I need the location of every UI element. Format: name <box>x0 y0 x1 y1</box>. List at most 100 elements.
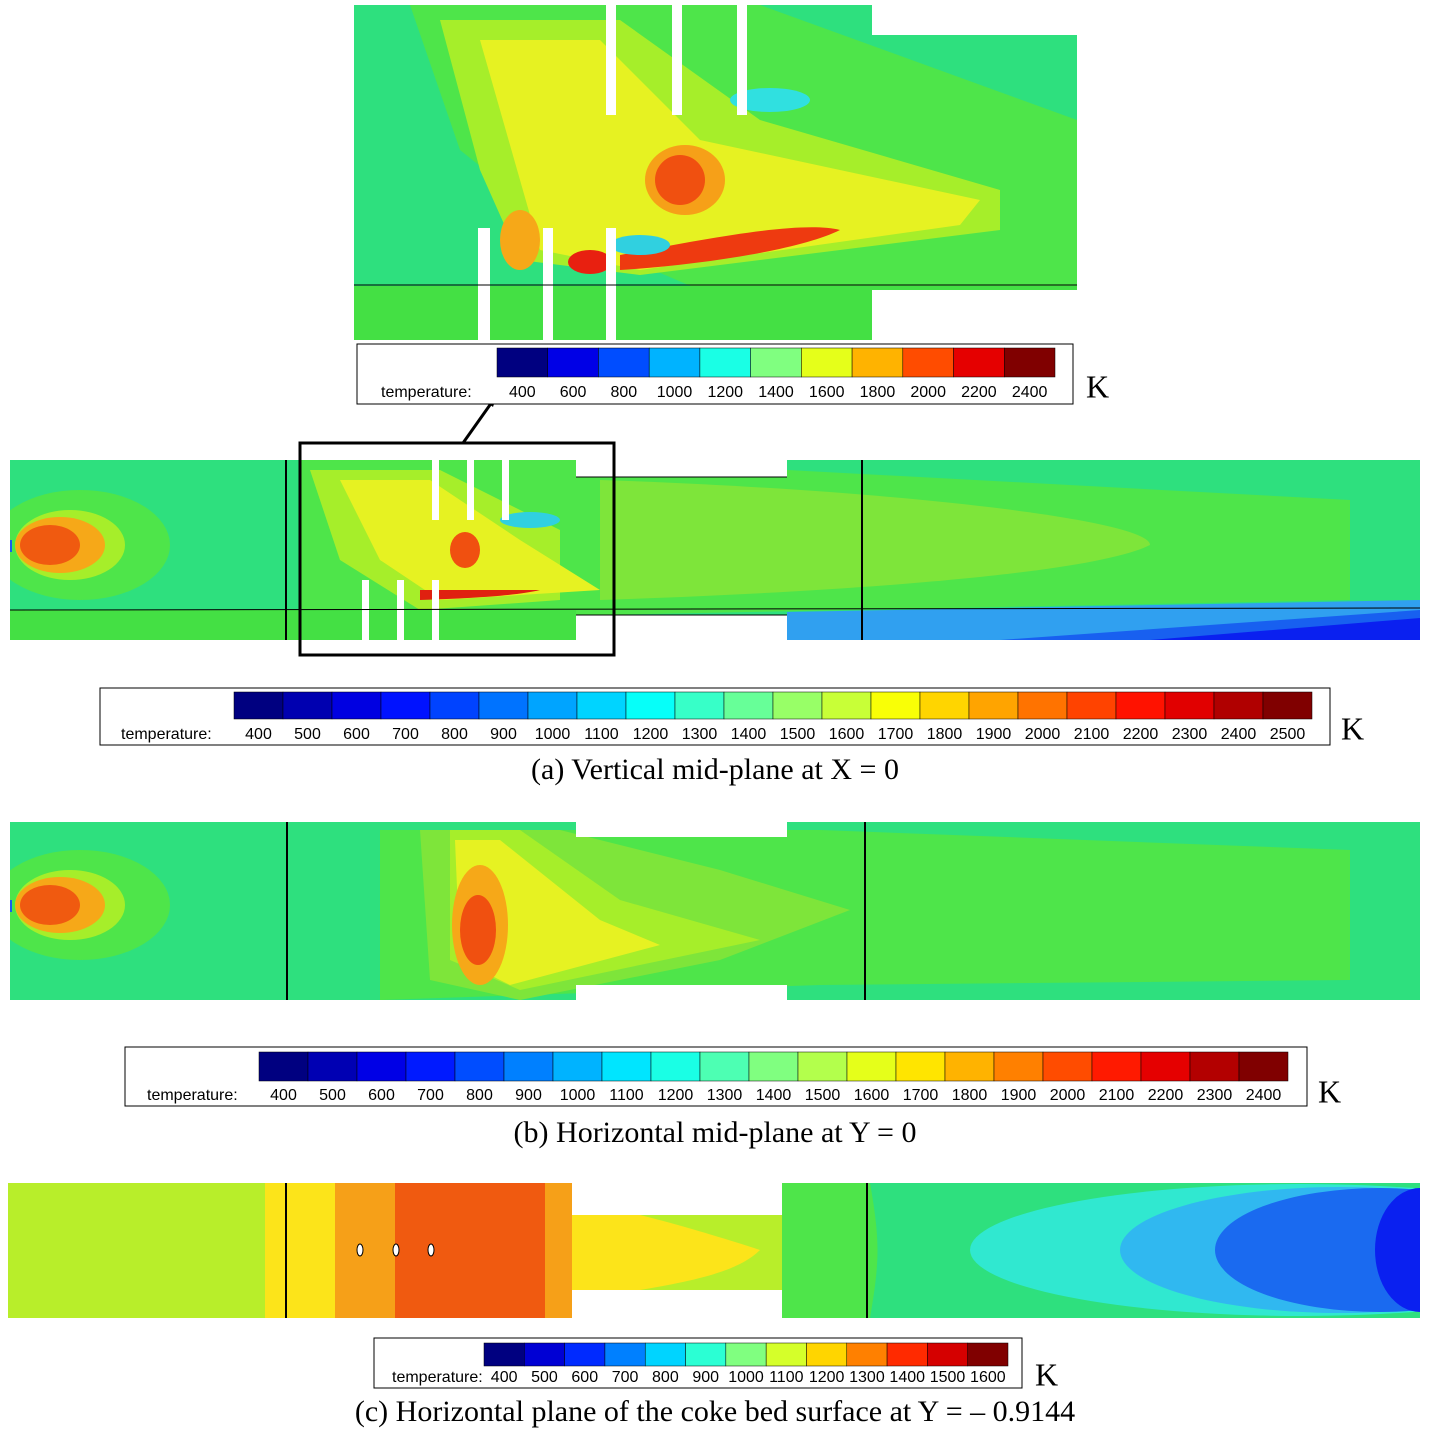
colorbar-label: temperature: <box>147 1087 238 1104</box>
colorbar-segment <box>1262 691 1313 720</box>
colorbar-segment <box>674 691 725 720</box>
colorbar-segment <box>496 347 548 378</box>
colorbar-segment <box>846 1051 897 1082</box>
colorbar-tick-label: 1700 <box>903 1087 939 1104</box>
colorbar-tick-label: 700 <box>417 1087 444 1104</box>
colorbar-segment <box>765 1342 807 1367</box>
colorbar-segment <box>1213 691 1264 720</box>
colorbar-segment <box>846 1342 888 1367</box>
colorbar-segment <box>564 1342 606 1367</box>
colorbar-segment <box>478 691 529 720</box>
colorbar-segment <box>797 1051 848 1082</box>
zoom-field <box>354 5 1077 340</box>
colorbar-tick-label: 2100 <box>1099 1087 1135 1104</box>
colorbar-segment <box>503 1051 554 1082</box>
colorbar-tick-label: 600 <box>368 1087 395 1104</box>
colorbar-tick-label: 2400 <box>1221 726 1257 743</box>
colorbar-label: temperature: <box>381 384 472 401</box>
colorbar-segment <box>598 347 650 378</box>
colorbar-tick-label: 400 <box>270 1087 297 1104</box>
colorbar-segment <box>806 1342 848 1367</box>
colorbar-segment <box>483 1342 525 1367</box>
colorbar-segment <box>1115 691 1166 720</box>
colorbar-tick-label: 800 <box>466 1087 493 1104</box>
colorbar-segment <box>1189 1051 1240 1082</box>
colorbar-segment <box>648 347 701 378</box>
colorbar-tick-label: 800 <box>441 726 468 743</box>
colorbar-segment <box>356 1051 407 1082</box>
colorbar-tick-label: 1600 <box>854 1087 890 1104</box>
colorbar-segment <box>967 1342 1009 1367</box>
colorbar-tick-label: 400 <box>509 384 536 401</box>
colorbar-tick-label: 400 <box>491 1369 518 1386</box>
colorbar-tick-label: 1300 <box>849 1369 885 1386</box>
colorbar-segment <box>307 1051 358 1082</box>
colorbar-segment <box>552 1051 603 1082</box>
colorbar-tick-label: 400 <box>245 726 272 743</box>
colorbar-tick-label: 2500 <box>1270 726 1306 743</box>
colorbar-tick-label: 1200 <box>707 384 743 401</box>
colorbar-segment <box>1004 347 1056 378</box>
colorbar-segment <box>801 347 853 378</box>
colorbar-tick-label: 1100 <box>769 1369 804 1386</box>
colorbar-tick-label: 900 <box>692 1369 719 1386</box>
colorbar-tick-label: 1500 <box>780 726 816 743</box>
colorbar-tick-label: 1700 <box>878 726 914 743</box>
colorbar-segment <box>1091 1051 1142 1082</box>
colorbar-tick-label: 1800 <box>860 384 896 401</box>
colorbar-tick-label: 2000 <box>1025 726 1061 743</box>
colorbar-segment <box>1164 691 1215 720</box>
colorbar-tick-label: 1400 <box>758 384 794 401</box>
colorbar-segment <box>851 347 904 378</box>
colorbar-tick-label: 2100 <box>1074 726 1110 743</box>
colorbar-tick-label: 1800 <box>927 726 963 743</box>
field-a <box>10 460 1420 640</box>
colorbar-tick-label: 800 <box>610 384 637 401</box>
colorbar-segment <box>1042 1051 1093 1082</box>
colorbar-tick-label: 500 <box>531 1369 558 1386</box>
colorbar-segment <box>1066 691 1117 720</box>
colorbar-segment <box>944 1051 995 1082</box>
colorbar-segment <box>919 691 970 720</box>
colorbar-segment <box>601 1051 652 1082</box>
colorbar-tick-label: 1300 <box>682 726 718 743</box>
colorbar-tick-label: 1400 <box>731 726 767 743</box>
colorbar-tick-label: 1800 <box>952 1087 988 1104</box>
duct-lines-a <box>9 441 1421 657</box>
colorbar-tick-label: 2300 <box>1197 1087 1233 1104</box>
colorbar-tick-label: 900 <box>490 726 517 743</box>
colorbar-segment <box>902 347 954 378</box>
duct-lines-c <box>285 1183 868 1318</box>
duct-lines-b <box>286 822 866 1000</box>
colorbar-tick-label: 1900 <box>976 726 1012 743</box>
colorbar-tick-label: 1300 <box>707 1087 743 1104</box>
colorbar-segment <box>927 1342 968 1367</box>
colorbar-segment <box>604 1342 646 1367</box>
colorbar-segment <box>644 1342 686 1367</box>
colorbar-segment <box>524 1342 565 1367</box>
colorbar-segment <box>895 1051 946 1082</box>
colorbar-tick-label: 1600 <box>829 726 865 743</box>
colorbar-tick-label: 1100 <box>609 1087 644 1104</box>
colorbar-segment <box>380 691 431 720</box>
colorbar-tick-label: 1200 <box>658 1087 694 1104</box>
colorbar-segment <box>723 691 774 720</box>
colorbar-segment <box>772 691 823 720</box>
colorbar-tick-label: 1200 <box>809 1369 845 1386</box>
colorbar-segment <box>625 691 676 720</box>
colorbar-segment <box>886 1342 928 1367</box>
colorbar-segment <box>1238 1051 1289 1082</box>
colorbar-tick-label: 2000 <box>1050 1087 1086 1104</box>
colorbar-segment <box>870 691 921 720</box>
colorbar-tick-label: 1400 <box>756 1087 792 1104</box>
colorbar-tick-label: 600 <box>571 1369 598 1386</box>
unit-label: K <box>1086 368 1109 404</box>
colorbar-tick-label: 900 <box>515 1087 542 1104</box>
caption: (c) Horizontal plane of the coke bed sur… <box>355 1395 1075 1428</box>
colorbar-segment <box>1017 691 1068 720</box>
colorbar-segment <box>405 1051 456 1082</box>
colorbar-tick-label: 2400 <box>1246 1087 1282 1104</box>
colorbar-tick-label: 2000 <box>910 384 946 401</box>
colorbar-tick-label: 700 <box>392 726 419 743</box>
colorbar-segment <box>725 1342 767 1367</box>
